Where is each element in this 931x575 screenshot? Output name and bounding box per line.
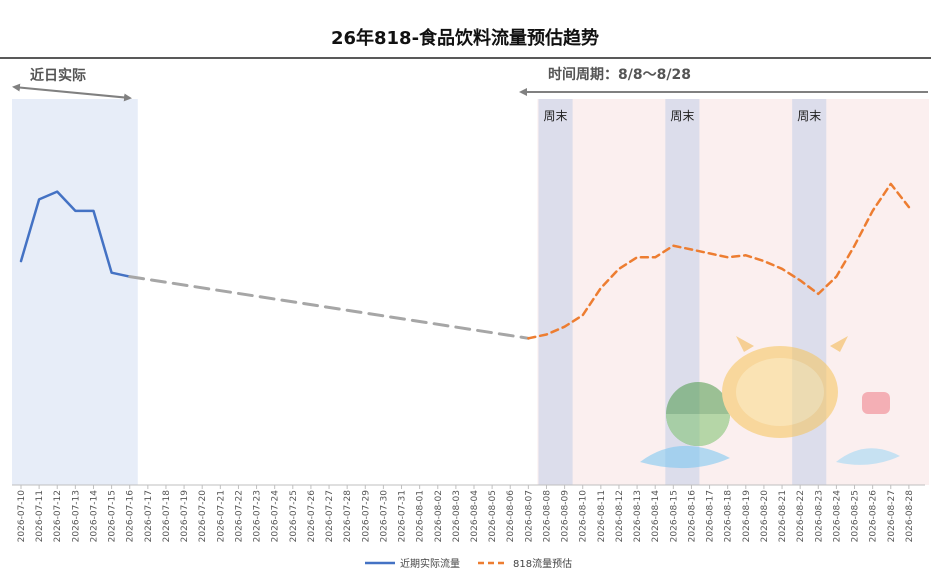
x-tick-label: 2026-07-21 (216, 490, 226, 542)
x-tick-label: 2026-07-16 (126, 490, 136, 543)
x-tick-label: 2026-07-23 (253, 490, 263, 542)
chart-title: 26年818-食品饮料流量预估趋势 (331, 27, 599, 49)
x-tick-label: 2026-08-27 (887, 490, 897, 542)
x-tick-label: 2026-07-24 (271, 490, 281, 543)
x-tick-label: 2026-07-27 (325, 490, 335, 542)
x-tick-label: 2026-08-09 (561, 490, 571, 543)
x-tick-label: 2026-08-21 (778, 490, 788, 542)
x-tick-label: 2026-07-11 (35, 490, 45, 542)
x-tick-label: 2026-07-18 (162, 490, 172, 543)
x-tick-label: 2026-08-10 (579, 490, 589, 543)
weekend-label-1: 周末 (670, 109, 694, 123)
x-axis-ticks (20, 485, 910, 489)
x-tick-label: 2026-08-04 (470, 490, 480, 543)
x-tick-label: 2026-07-26 (307, 490, 317, 543)
x-tick-label: 2026-07-22 (234, 490, 244, 542)
x-tick-label: 2026-08-06 (506, 490, 516, 543)
x-tick-label: 2026-07-10 (17, 490, 27, 543)
weekend-band-0 (538, 99, 573, 485)
series-line-0 (19, 190, 131, 278)
weekend-label-2: 周末 (797, 109, 821, 123)
x-tick-label: 2026-08-16 (687, 490, 697, 543)
x-tick-label: 2026-08-03 (452, 490, 462, 542)
x-tick-label: 2026-07-17 (144, 490, 154, 542)
legend-label-forecast: 818流量预估 (513, 557, 572, 570)
x-tick-label: 2026-07-14 (89, 490, 99, 543)
x-tick-label: 2026-08-17 (706, 490, 716, 542)
x-tick-label: 2026-07-30 (379, 490, 389, 543)
x-tick-label: 2026-07-20 (198, 490, 208, 543)
weekend-label-0: 周末 (544, 109, 568, 123)
series-layer (19, 182, 911, 340)
x-tick-label: 2026-07-29 (361, 490, 371, 543)
x-tick-label: 2026-08-19 (742, 490, 752, 543)
x-tick-label: 2026-07-25 (289, 490, 299, 542)
x-tick-label: 2026-07-13 (71, 490, 81, 542)
region-band-0 (12, 99, 138, 485)
x-tick-label: 2026-08-11 (597, 490, 607, 542)
x-tick-label: 2026-08-13 (633, 490, 643, 542)
region-arrow-0 (12, 83, 132, 102)
x-tick-label: 2026-08-05 (488, 490, 498, 542)
x-tick-label: 2026-07-19 (180, 490, 190, 543)
x-tick-label: 2026-08-20 (760, 490, 770, 543)
x-tick-label: 2026-08-26 (869, 490, 879, 543)
x-axis-tick-labels: 2026-07-10 2026-07-11 2026-07-12 2026-07-13… (17, 490, 915, 543)
x-tick-label: 2026-08-18 (724, 490, 734, 543)
x-tick-label: 2026-08-24 (832, 490, 842, 543)
gift-icon (862, 392, 890, 414)
x-tick-label: 2026-08-22 (796, 490, 806, 542)
region-label-1: 时间周期：8/8～8/28 (548, 66, 691, 83)
x-tick-label: 2026-08-23 (814, 490, 824, 542)
x-tick-label: 2026-08-01 (416, 490, 426, 542)
x-tick-label: 2026-08-25 (851, 490, 861, 542)
legend-label-actual: 近期实际流量 (400, 557, 460, 570)
x-tick-label: 2026-08-02 (434, 490, 444, 542)
x-tick-label: 2026-08-07 (524, 490, 534, 542)
x-tick-label: 2026-08-15 (669, 490, 679, 542)
x-tick-label: 2026-07-12 (53, 490, 63, 542)
x-tick-label: 2026-08-08 (542, 490, 552, 543)
region-label-0: 近日实际 (30, 67, 86, 84)
x-tick-label: 2026-08-12 (615, 490, 625, 542)
regions-layer: 近日实际 时间周期：8/8～8/28 (12, 66, 929, 485)
x-tick-label: 2026-08-28 (905, 490, 915, 543)
legend: 近期实际流量 818流量预估 (365, 557, 572, 570)
series-line-1 (128, 275, 530, 340)
x-tick-label: 2026-08-14 (651, 490, 661, 543)
series-line-2 (527, 182, 911, 340)
splash-icon (640, 445, 730, 469)
region-band-1 (537, 99, 929, 485)
x-tick-label: 2026-07-28 (343, 490, 353, 543)
x-tick-label: 2026-07-15 (108, 490, 118, 542)
x-tick-label: 2026-07-31 (398, 490, 408, 542)
decorative-818-sticker (640, 336, 900, 469)
